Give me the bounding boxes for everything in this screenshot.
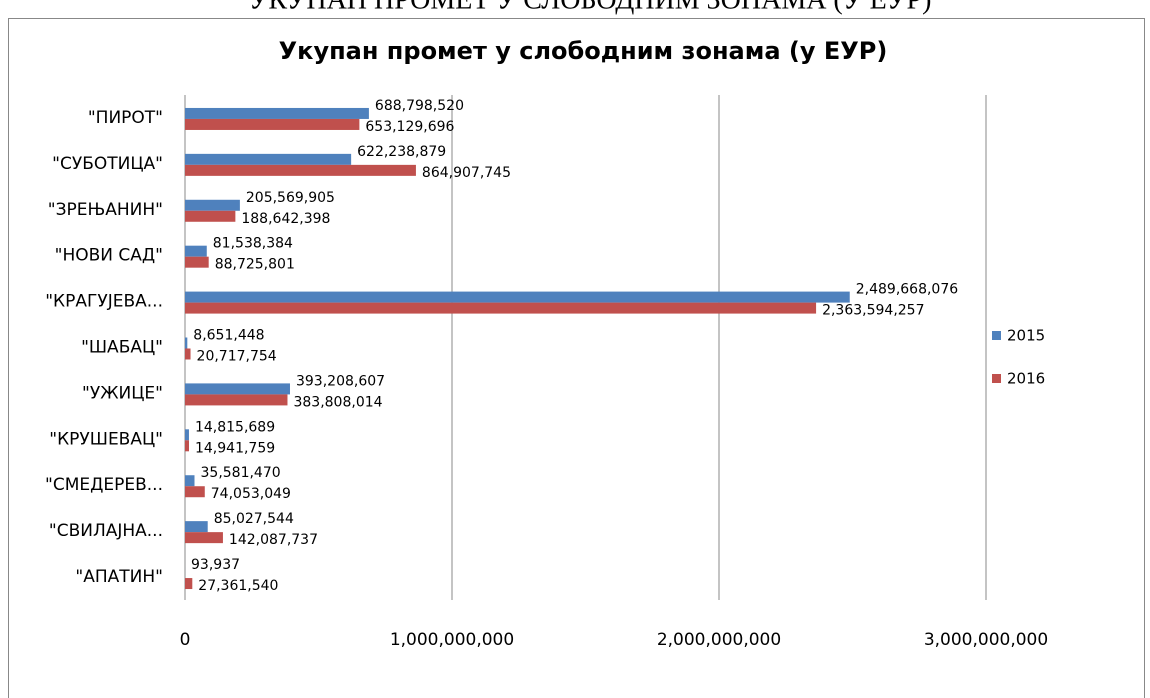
legend-swatch	[992, 374, 1001, 383]
data-label: 653,129,696	[365, 119, 454, 135]
y-tick-label: "УЖИЦЕ"	[82, 383, 163, 403]
y-tick-label: "СМЕДЕРЕВ...	[45, 475, 163, 495]
data-label: 8,651,448	[193, 328, 264, 344]
x-tick-label: 2,000,000,000	[657, 630, 781, 650]
data-label: 205,569,905	[246, 190, 335, 206]
bar	[185, 337, 188, 349]
data-label: 20,717,754	[197, 349, 277, 365]
legend-label: 2015	[1007, 327, 1045, 345]
bar	[185, 291, 850, 303]
bar	[185, 210, 236, 222]
data-label: 393,208,607	[296, 373, 385, 389]
data-label: 2,489,668,076	[856, 282, 959, 298]
y-tick-label: "НОВИ САД"	[55, 246, 163, 266]
x-tick-label: 3,000,000,000	[924, 630, 1048, 650]
chart-title: Укупан промет у слободним зонама (у ЕУР)	[279, 37, 888, 65]
bar	[185, 256, 209, 268]
legend-label: 2016	[1007, 370, 1045, 388]
data-label: 74,053,049	[211, 486, 291, 502]
y-tick-label: "АПАТИН"	[75, 567, 163, 587]
page-header: УКУПАН ПРОМЕТ У СЛОБОДНИМ ЗОНАМА (У ЕУР)	[249, 0, 932, 15]
data-label: 383,808,014	[293, 394, 382, 410]
data-label: 864,907,745	[422, 165, 511, 181]
bar	[185, 245, 207, 257]
data-label: 2,363,594,257	[822, 303, 924, 319]
data-label: 14,941,759	[195, 440, 275, 456]
y-tick-label: "ПИРОТ"	[88, 108, 163, 128]
bar	[185, 486, 205, 498]
data-label: 27,361,540	[198, 578, 278, 594]
y-tick-label: "ЗРЕЊАНИН"	[48, 200, 163, 220]
bar	[185, 383, 290, 395]
data-label: 688,798,520	[375, 98, 464, 114]
y-tick-label: "КРАГУЈЕВА...	[45, 292, 163, 312]
data-label: 81,538,384	[213, 236, 293, 252]
bar	[185, 302, 817, 314]
data-label: 88,725,801	[215, 257, 295, 273]
bar	[185, 429, 189, 441]
bar	[185, 199, 240, 211]
bar	[185, 107, 369, 119]
y-tick-label: "ШАБАЦ"	[81, 338, 163, 358]
y-tick-label: "СВИЛАЈНА...	[49, 521, 163, 541]
bar	[185, 153, 352, 165]
data-label: 188,642,398	[241, 211, 330, 227]
x-tick-label: 0	[180, 630, 191, 650]
legend-swatch	[992, 331, 1001, 340]
bar	[185, 440, 189, 452]
data-label: 85,027,544	[214, 511, 294, 527]
bar	[185, 532, 223, 544]
bar	[185, 118, 360, 130]
bar	[185, 394, 288, 406]
bar	[185, 164, 416, 176]
bar	[185, 475, 195, 487]
data-label: 142,087,737	[229, 532, 318, 548]
bar	[185, 348, 191, 360]
data-label: 93,937	[191, 557, 240, 573]
data-label: 622,238,879	[357, 144, 446, 160]
chart-frame	[8, 18, 1145, 698]
bar	[185, 521, 208, 533]
y-tick-label: "КРУШЕВАЦ"	[49, 429, 163, 449]
x-tick-label: 1,000,000,000	[390, 630, 514, 650]
data-label: 35,581,470	[201, 465, 281, 481]
bar	[185, 578, 193, 590]
y-tick-label: "СУБОТИЦА"	[52, 154, 163, 174]
data-label: 14,815,689	[195, 419, 275, 435]
